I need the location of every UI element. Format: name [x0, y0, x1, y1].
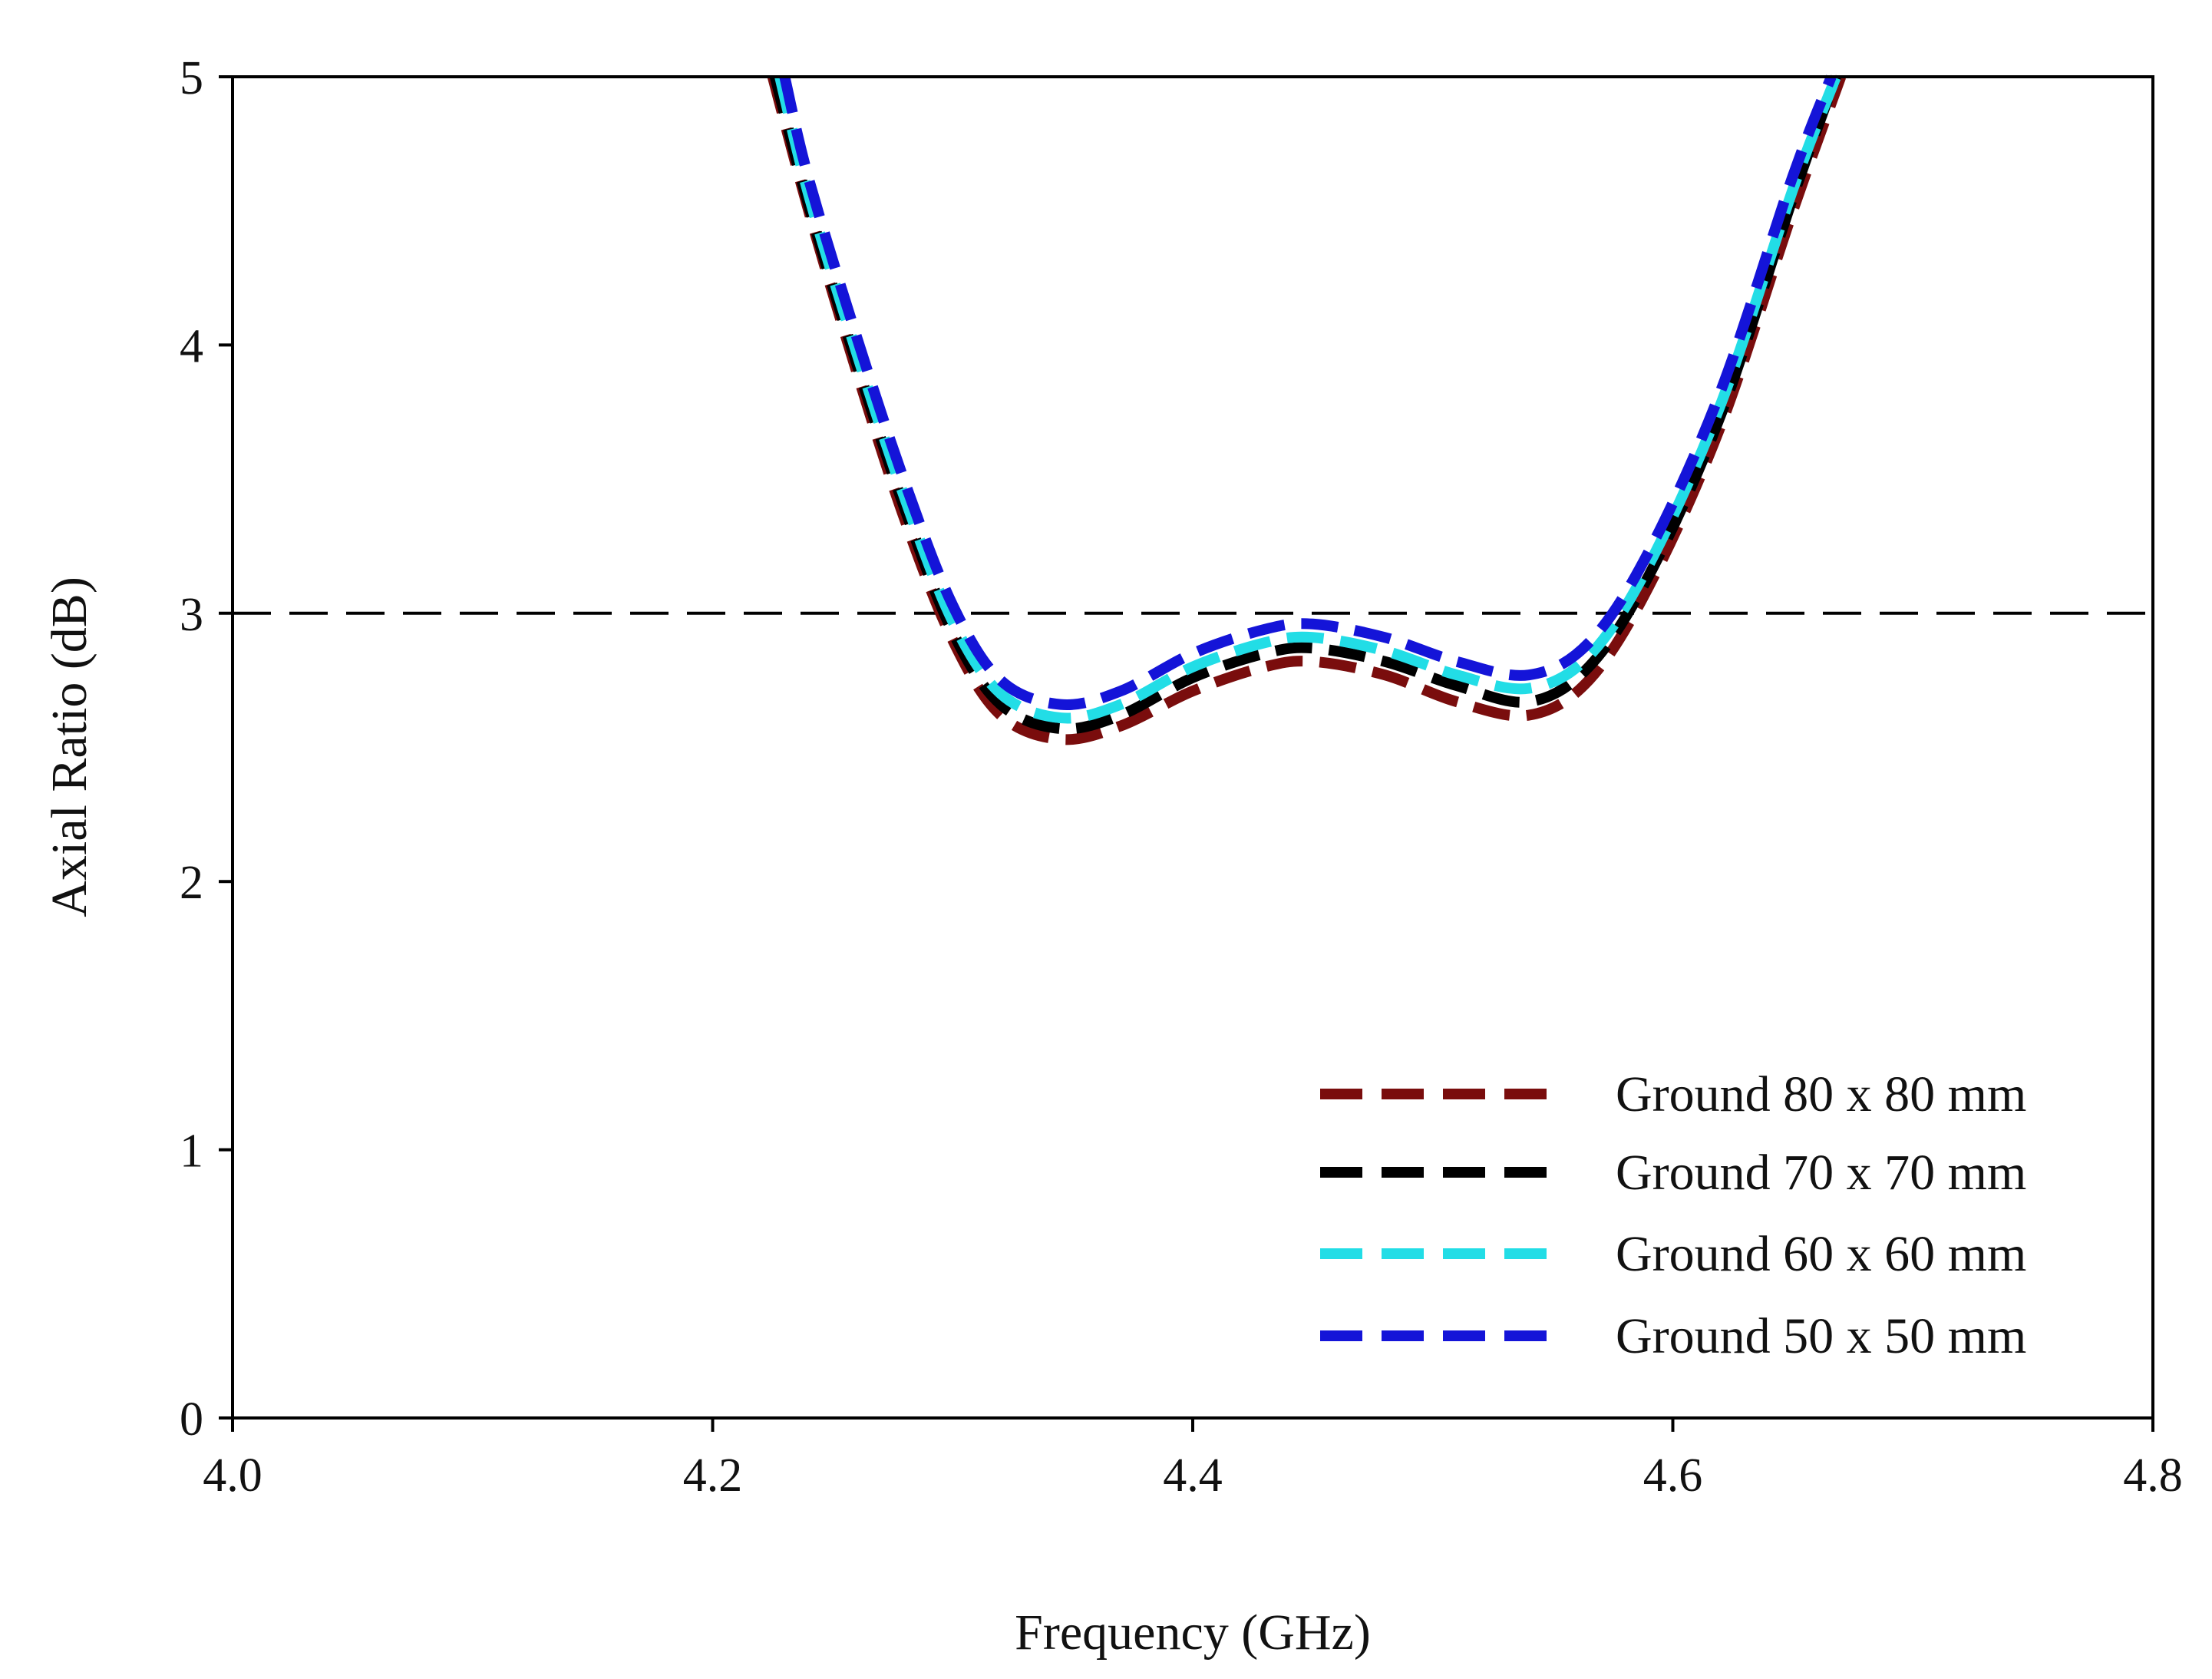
y-tick-label: 0 — [180, 1393, 203, 1446]
legend-size-value: 50 x 50 — [1783, 1308, 1948, 1364]
y-axis-ticks: 0 1 2 3 4 5 — [180, 52, 233, 1446]
legend-size-value: 70 x 70 — [1783, 1145, 1948, 1201]
legend-unit: mm — [1948, 1066, 2027, 1122]
legend-label-1: Ground 80 x 80 mm — [1616, 1066, 2026, 1122]
series-line-4 — [779, 74, 1837, 710]
series-layer — [767, 74, 1847, 745]
x-tick-label: 4.4 — [1163, 1449, 1223, 1502]
legend-unit: mm — [1948, 1308, 2027, 1364]
legend-label-3: Ground 60 x 60 mm — [1616, 1226, 2026, 1282]
x-axis-title: Frequency (GHz) — [1015, 1605, 1371, 1661]
legend-label-2: Ground 70 x 70 mm — [1616, 1145, 2026, 1201]
legend-ground-word: Ground — [1616, 1066, 1783, 1122]
y-tick-label: 3 — [180, 589, 203, 641]
y-tick-label: 1 — [180, 1125, 203, 1178]
x-tick-label: 4.6 — [1643, 1449, 1703, 1502]
legend-ground-word: Ground — [1616, 1308, 1783, 1364]
x-tick-label: 4.8 — [2123, 1449, 2183, 1502]
y-tick-label: 4 — [180, 320, 203, 372]
legend-ground-word: Ground — [1616, 1145, 1783, 1201]
y-axis-title: Axial Ratio (dB) — [41, 577, 97, 917]
x-tick-label: 4.0 — [203, 1449, 262, 1502]
legend-size-value: 80 x 80 — [1783, 1066, 1948, 1122]
legend-unit: mm — [1948, 1226, 2027, 1282]
x-tick-label: 4.2 — [683, 1449, 743, 1502]
x-axis-ticks: 4.0 4.2 4.4 4.6 4.8 — [203, 1418, 2183, 1502]
legend-label-4: Ground 50 x 50 mm — [1616, 1308, 2026, 1364]
y-tick-label: 5 — [180, 52, 203, 104]
y-tick-label: 2 — [180, 857, 203, 909]
legend-ground-word: Ground — [1616, 1226, 1783, 1282]
legend-unit: mm — [1948, 1145, 2027, 1201]
legend-size-value: 60 x 60 — [1783, 1226, 1948, 1282]
